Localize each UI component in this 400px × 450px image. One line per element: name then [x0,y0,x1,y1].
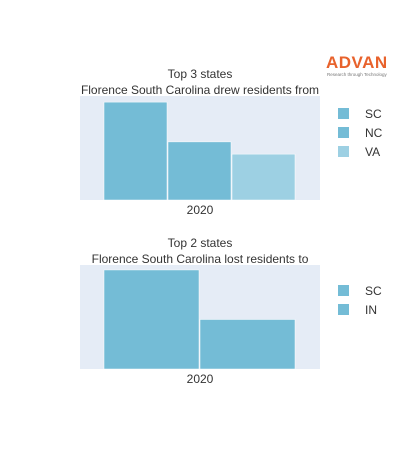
logo-word: ADVAN [326,53,388,72]
chart2-bar-sc [103,269,200,370]
chart1-bar-nc [167,141,232,201]
chart1-legend-label-nc: NC [365,126,383,140]
chart2-legend-swatch-in [338,304,349,315]
chart1-legend-label-va: VA [365,145,380,159]
chart1-legend-swatch-va [338,146,349,157]
chart1-title: Top 3 states [168,67,233,81]
chart2-legend-label-in: IN [365,303,377,317]
chart2-bar-in [199,319,296,370]
chart1-legend-swatch-sc [338,108,349,119]
chart2-legend-swatch-sc [338,285,349,296]
chart1-legend-swatch-nc [338,127,349,138]
chart2-x-tick-label: 2020 [187,372,214,386]
chart2-legend-label-sc: SC [365,284,382,298]
chart1-bar-va [231,153,296,201]
chart2-title: Top 2 states [168,236,233,250]
chart1-bar-sc [103,101,168,201]
advan-logo: ADVAN Research through Technology [326,54,396,78]
chart2-subtitle: Florence South Carolina lost residents t… [92,252,309,266]
chart1-subtitle: Florence South Carolina drew residents f… [81,83,319,97]
chart1-legend-label-sc: SC [365,107,382,121]
chart1-x-tick-label: 2020 [187,203,214,217]
logo-tagline: Research through Technology [327,72,387,77]
